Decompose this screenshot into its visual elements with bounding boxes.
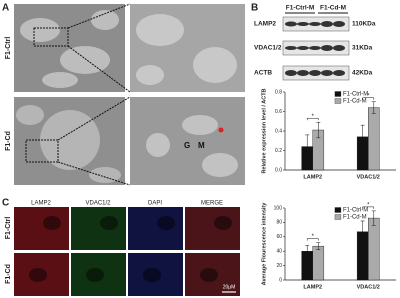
error-bar (305, 134, 310, 159)
size-label: 42KDa (352, 70, 373, 77)
error-bar (305, 245, 310, 258)
y-axis-label: Average Flourescence intensity (261, 202, 267, 286)
x-tick-label: LAMP2 (303, 284, 322, 290)
y-tick-label: 0.8 (275, 89, 282, 95)
fluorescence-image (128, 207, 183, 250)
x-tick-label: VDAC1/2 (357, 174, 380, 180)
legend-label: F1-Ctrl-M (343, 92, 368, 98)
y-axis-label: Relative expression level / ACTB (261, 88, 267, 173)
y-tick-label: 0.2 (275, 148, 282, 154)
legend-label: F1-Cd-M (343, 215, 367, 221)
fluorescence-texture (86, 268, 104, 282)
zoom-line (67, 3, 131, 29)
fluorescence-image (71, 207, 126, 250)
row-label: F1-Ctrl (5, 217, 12, 240)
y-tick-label: 100 (274, 205, 283, 211)
significance-bracket (306, 117, 319, 121)
legend-swatch (334, 207, 342, 213)
y-tick-label: 20 (276, 263, 282, 269)
error-bar (371, 210, 376, 226)
em-texture (146, 115, 238, 177)
zoom-line (57, 161, 131, 186)
protein-label: ACTB (254, 70, 272, 77)
legend-swatch (334, 98, 342, 104)
panel-label: A (2, 3, 9, 14)
error-bar (316, 242, 321, 251)
legend-label: F1-Cd-M (343, 99, 367, 105)
y-tick-label: 80 (276, 220, 282, 226)
y-tick-label: 60 (276, 234, 282, 240)
em-texture (136, 14, 237, 85)
annotation: G (184, 141, 190, 150)
significance-bracket (306, 238, 319, 241)
marker (218, 127, 224, 133)
y-tick-label: 0.6 (275, 109, 282, 115)
row-label: F1-Ctrl (5, 37, 12, 60)
em-texture (16, 105, 121, 183)
fluorescence-image (185, 207, 240, 250)
annotation: M (198, 141, 205, 150)
significance-bracket (362, 206, 375, 209)
significance-label: * (312, 234, 315, 240)
fluorescence-image (71, 253, 126, 296)
significance-label: * (312, 114, 315, 120)
zoom-box (25, 139, 59, 163)
legend-swatch (334, 214, 342, 220)
error-bar (371, 101, 376, 114)
protein-label: VDAC1/2 (254, 45, 282, 52)
panel-label: B (251, 3, 258, 14)
x-tick-label: VDAC1/2 (357, 284, 380, 290)
fluorescence-image (128, 253, 183, 296)
bar (368, 217, 380, 281)
zoom-box (33, 27, 69, 47)
fluorescence-texture (43, 216, 61, 230)
y-tick-label: 0 (279, 277, 282, 283)
bar (368, 107, 380, 171)
fluorescence-texture (29, 268, 47, 282)
size-label: 110KDa (352, 21, 376, 28)
legend-label: F1-Ctrl-M (343, 208, 368, 214)
column-label: LAMP2 (31, 201, 51, 207)
column-label: VDAC1/2 (85, 201, 111, 207)
fluorescence-texture (200, 268, 218, 282)
row-label: F1-Cd (5, 264, 12, 284)
significance-label: * (367, 93, 370, 99)
fluorescence-grid (14, 207, 240, 296)
em-texture (20, 10, 119, 88)
fluorescence-texture (100, 216, 118, 230)
column-label: DAPI (148, 201, 162, 207)
significance-bracket (362, 97, 375, 100)
group-label: F1-Ctrl-M (286, 5, 315, 12)
column-label: MERGE (201, 201, 223, 207)
bar (312, 245, 325, 281)
panel-label: C (2, 198, 9, 209)
fluorescence-texture (157, 216, 175, 230)
x-tick-label: LAMP2 (303, 174, 322, 180)
fluorescence-image (14, 207, 69, 250)
y-tick-label: 0.0 (275, 167, 282, 173)
blot-band (285, 21, 345, 76)
fluorescence-image (185, 253, 240, 296)
error-bar (360, 124, 365, 149)
error-bar (316, 121, 321, 139)
error-bar (360, 220, 365, 243)
significance-label: * (367, 202, 370, 208)
protein-label: LAMP2 (254, 21, 276, 28)
row-label: F1-Cd (5, 131, 12, 151)
fluorescence-image (14, 253, 69, 296)
group-label: F1-Cd-M (320, 5, 346, 12)
fluorescence-texture (214, 216, 232, 230)
legend-swatch (334, 91, 342, 97)
fluorescence-texture (143, 268, 161, 282)
scale-label: 20μM (223, 284, 236, 290)
zoom-line (57, 96, 131, 141)
zoom-line (67, 45, 131, 93)
y-tick-label: 0.4 (275, 128, 282, 134)
y-tick-label: 40 (276, 249, 282, 255)
size-label: 31KDa (352, 45, 373, 52)
